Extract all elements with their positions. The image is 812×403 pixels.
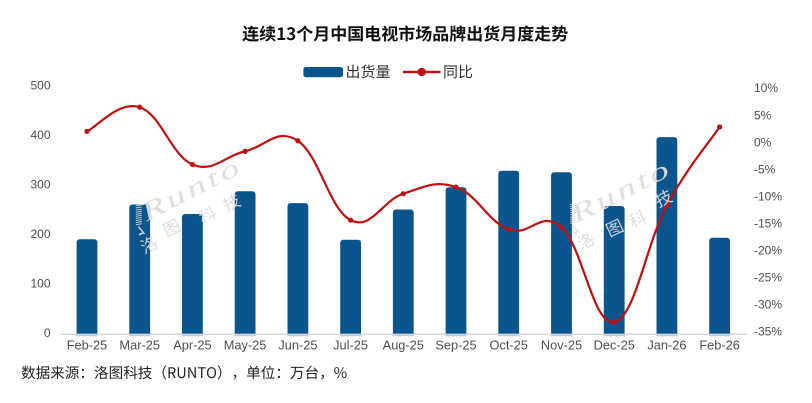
svg-text:-30%: -30% [754, 298, 782, 312]
svg-text:Feb-26: Feb-26 [699, 338, 740, 353]
svg-text:Dec-25: Dec-25 [594, 338, 635, 353]
svg-text:Oct-25: Oct-25 [489, 338, 527, 353]
svg-text:5%: 5% [754, 108, 772, 122]
svg-text:Aug-25: Aug-25 [383, 338, 424, 353]
svg-text:Jun-25: Jun-25 [278, 338, 317, 353]
svg-text:300: 300 [30, 177, 50, 191]
svg-text:10%: 10% [754, 81, 778, 95]
svg-text:0%: 0% [754, 135, 772, 149]
svg-text:-5%: -5% [754, 162, 776, 176]
svg-text:Apr-25: Apr-25 [173, 338, 211, 353]
svg-text:200: 200 [30, 227, 50, 241]
svg-text:0: 0 [44, 326, 51, 340]
svg-text:Mar-25: Mar-25 [119, 338, 160, 353]
svg-text:500: 500 [30, 79, 50, 93]
svg-text:400: 400 [30, 128, 50, 142]
svg-text:-20%: -20% [754, 244, 782, 258]
svg-text:Jan-26: Jan-26 [647, 338, 686, 353]
svg-text:Feb-25: Feb-25 [67, 338, 108, 353]
svg-text:-15%: -15% [754, 217, 782, 231]
svg-text:Sep-25: Sep-25 [435, 338, 476, 353]
svg-text:Jul-25: Jul-25 [333, 338, 368, 353]
svg-text:-10%: -10% [754, 189, 782, 203]
svg-text:-35%: -35% [754, 325, 782, 339]
svg-text:100: 100 [30, 276, 50, 290]
svg-text:Nov-25: Nov-25 [541, 338, 582, 353]
svg-text:May-25: May-25 [224, 338, 267, 353]
svg-text:-25%: -25% [754, 271, 782, 285]
